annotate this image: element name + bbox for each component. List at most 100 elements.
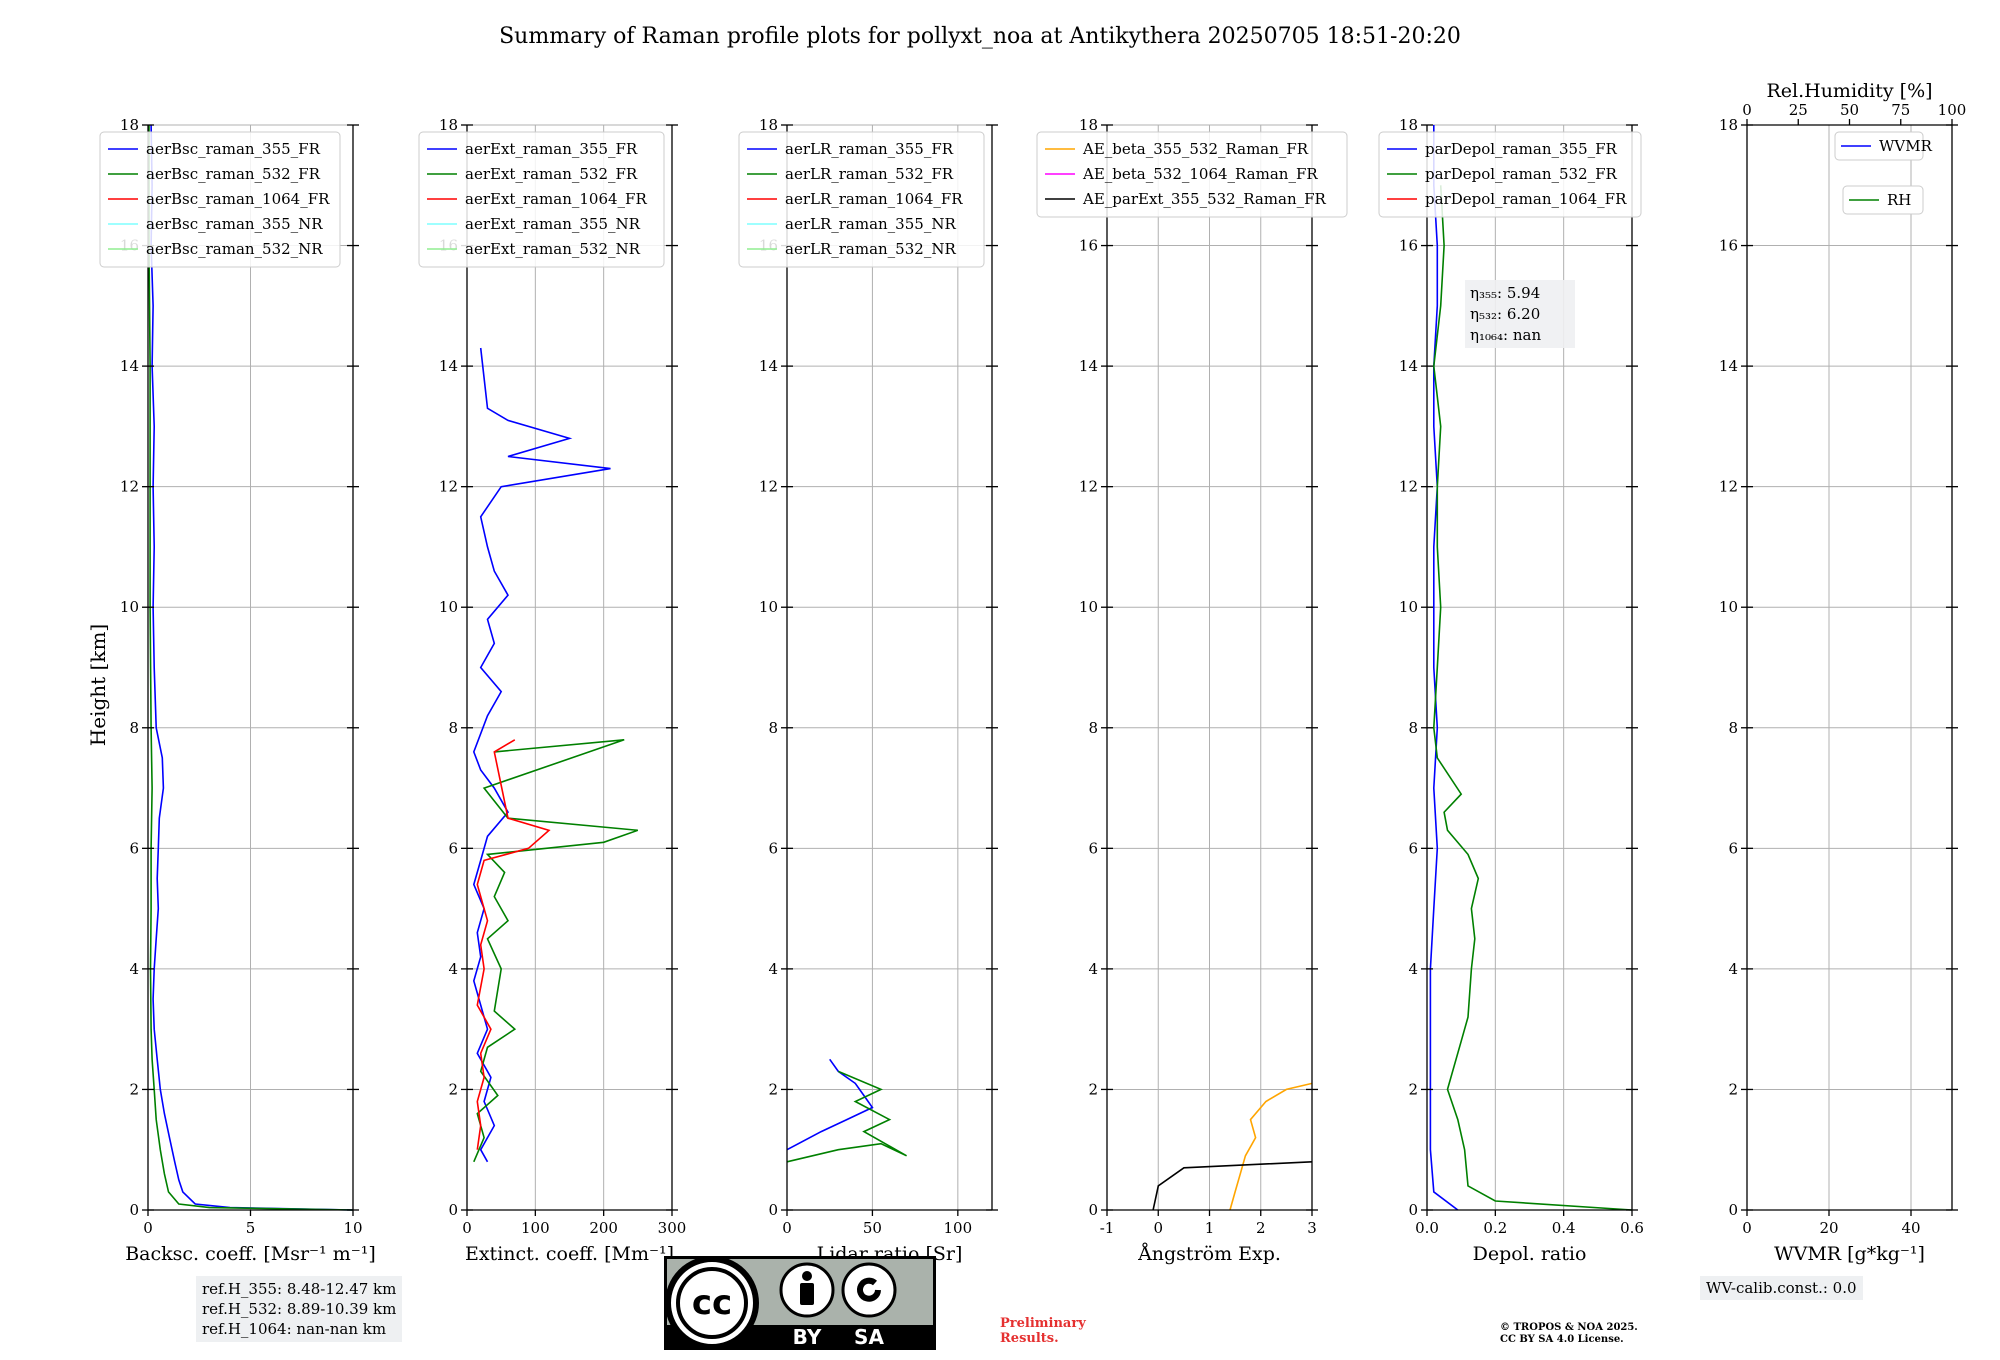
y-tick-label: 16 (1079, 237, 1098, 255)
legend-frame (1834, 131, 1924, 161)
legend-label: parDepol_raman_355_FR (1425, 140, 1618, 158)
series-line-aerLR_raman_532_FR (786, 1070, 907, 1163)
y-tick-label: 18 (120, 116, 139, 134)
by-body-icon (800, 1283, 814, 1305)
legend-label: aerLR_raman_355_FR (785, 140, 954, 158)
annotation-box (1465, 280, 1575, 348)
top-x-tick-label: 50 (1840, 101, 1859, 119)
y-tick-label: 4 (1088, 960, 1098, 978)
series-line-parDepol_raman_532_FR (1432, 185, 1633, 1211)
legend-frame (99, 131, 341, 268)
y-tick-label: 2 (768, 1080, 778, 1098)
series-line-parDepol_raman_355_FR (1429, 125, 1459, 1211)
panel-lidar_ratio: 024681012141618050100Lidar ratio [Sr]aer… (738, 116, 998, 1265)
legend-frame (418, 131, 665, 268)
x-tick-label: 50 (863, 1219, 882, 1237)
series-line-aerExt_raman_1064_FR (476, 739, 551, 1150)
eta-annotation: η₅₃₂: 6.20 (1470, 305, 1540, 323)
x-axis-label: Backsc. coeff. [Msr⁻¹ m⁻¹] (125, 1243, 376, 1265)
x-tick-label: 0 (462, 1219, 472, 1237)
legend-frame (738, 131, 985, 268)
y-tick-label: 4 (129, 960, 139, 978)
top-x-tick-label: 75 (1891, 101, 1910, 119)
legend: aerExt_raman_355_FR aerExt_raman_532_FRae… (418, 131, 665, 268)
y-tick-label: 18 (1719, 116, 1738, 134)
y-tick-label: 18 (1079, 116, 1098, 134)
top-x-tick-label: 0 (1742, 101, 1752, 119)
y-tick-label: 8 (768, 719, 778, 737)
legend-label: aerBsc_raman_532_NR (146, 240, 323, 258)
legend-label: parDepol_raman_532_FR (1425, 165, 1618, 183)
y-axis-label: Height [km] (86, 624, 110, 746)
x-axis-label: Ångström Exp. (1137, 1243, 1281, 1265)
legend-label: aerExt_raman_355_FR (465, 140, 638, 158)
preliminary-line-1: Preliminary (1000, 1316, 1086, 1331)
y-tick-label: 18 (1399, 116, 1418, 134)
x-tick-label: 0.2 (1483, 1219, 1507, 1237)
y-tick-label: 14 (1079, 357, 1098, 375)
by-head-icon (802, 1271, 812, 1281)
cc-logo-ring (676, 1267, 748, 1339)
y-tick-label: 2 (448, 1080, 458, 1098)
sa-share-alike-icon (841, 1262, 897, 1318)
x-axis-label: WVMR [g*kg⁻¹] (1774, 1243, 1925, 1265)
x-tick-label: 0 (143, 1219, 153, 1237)
y-tick-label: 12 (1079, 478, 1098, 496)
y-tick-label: 4 (768, 960, 778, 978)
y-tick-label: 6 (1088, 839, 1098, 857)
panel-extinction: 0246810121416180100200300Extinct. coeff.… (418, 116, 686, 1265)
legend-label: aerLR_raman_355_NR (785, 215, 956, 233)
y-tick-label: 12 (1399, 478, 1418, 496)
ref-height-355: ref.H_355: 8.48-12.47 km (202, 1280, 397, 1298)
top-axis-label: Rel.Humidity [%] (1766, 80, 1932, 102)
legend-label: aerExt_raman_1064_FR (465, 190, 647, 208)
y-tick-label: 14 (1719, 357, 1738, 375)
legend-entry: WVMR (1834, 131, 1933, 161)
panel-backscatter: 0246810121416180510Backsc. coeff. [Msr⁻¹… (99, 116, 376, 1265)
x-tick-label: 5 (246, 1219, 256, 1237)
copyright-note: © TROPOS & NOA 2025. CC BY SA 4.0 Licens… (1500, 1322, 1638, 1346)
legend-label: aerBsc_raman_355_NR (146, 215, 323, 233)
y-tick-label: 2 (1728, 1080, 1738, 1098)
legend: AE_beta_355_532_Raman_FR AE_beta_532_1064… (1036, 131, 1348, 218)
y-tick-label: 2 (1088, 1080, 1098, 1098)
legend-label: aerLR_raman_1064_FR (785, 190, 963, 208)
top-x-tick-label: 100 (1938, 101, 1967, 119)
copyright-line-1: © TROPOS & NOA 2025. (1500, 1322, 1638, 1333)
y-tick-label: 4 (1408, 960, 1418, 978)
series-line-AE_parExt_355_532_Raman_FR (1152, 1161, 1313, 1211)
y-tick-label: 10 (1079, 598, 1098, 616)
x-tick-label: 1 (1205, 1219, 1215, 1237)
x-tick-label: 40 (1901, 1219, 1920, 1237)
y-tick-label: 10 (439, 598, 458, 616)
x-tick-label: 2 (1256, 1219, 1266, 1237)
preliminary-line-2: Results. (1000, 1331, 1059, 1346)
x-tick-label: 0 (1153, 1219, 1163, 1237)
series-line-aerExt_raman_532_FR (473, 739, 639, 1163)
y-tick-label: 0 (129, 1201, 139, 1219)
legend-label: AE_beta_355_532_Raman_FR (1082, 140, 1309, 158)
legend-label: RH (1887, 191, 1911, 209)
y-tick-label: 10 (1399, 598, 1418, 616)
preliminary-results-note: Preliminary Results. (1000, 1316, 1086, 1346)
series-line-AE_beta_355_532_Raman_FR (1229, 1082, 1313, 1211)
legend-label: aerExt_raman_532_FR (465, 165, 638, 183)
y-tick-label: 6 (129, 839, 139, 857)
x-axis-label: Depol. ratio (1473, 1243, 1587, 1265)
legend-label: WVMR (1879, 137, 1933, 155)
legend-label: AE_parExt_355_532_Raman_FR (1082, 190, 1327, 208)
legend-label: parDepol_raman_1064_FR (1425, 190, 1627, 208)
y-tick-label: 12 (1719, 478, 1738, 496)
eta-annotations: η₃₅₅: 5.94 η₅₃₂: 6.20 η₁₀₆₄: nan (1465, 280, 1575, 348)
x-tick-label: 0 (1742, 1219, 1752, 1237)
y-tick-label: 6 (448, 839, 458, 857)
x-tick-label: 0.4 (1552, 1219, 1576, 1237)
y-tick-label: 12 (759, 478, 778, 496)
panel-depol: 0 2 4 6 8 10 12 14 16 18 0.0 0.2 0.4 0.6 Depol. ratio p… (1378, 116, 1644, 1265)
cc-by-sa-badge: cc BY SA (664, 1256, 936, 1350)
y-tick-label: 8 (1408, 719, 1418, 737)
x-axis-label: Extinct. coeff. [Mm⁻¹] (465, 1243, 674, 1265)
